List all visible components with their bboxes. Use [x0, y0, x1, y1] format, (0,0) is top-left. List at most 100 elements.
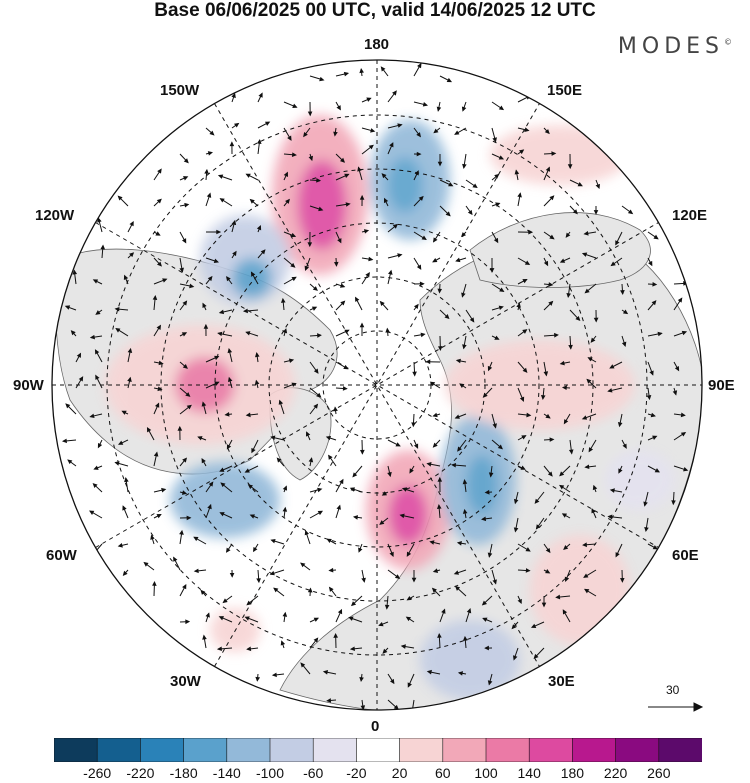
wind-vector-head	[333, 261, 339, 267]
wind-vector-head	[304, 265, 310, 271]
wind-vector-head	[394, 574, 401, 580]
wind-vector-head	[493, 237, 499, 244]
wind-vector-head	[337, 608, 343, 615]
wind-vector-head	[229, 573, 235, 578]
wind-vector-head	[185, 392, 191, 397]
wind-vector-head	[432, 257, 438, 263]
wind-vector-head	[591, 508, 596, 514]
wind-vector-head	[251, 447, 256, 454]
wind-vector-head	[292, 103, 298, 108]
wind-vector-head	[303, 132, 308, 138]
wind-vector-head	[352, 515, 358, 520]
wind-vector-head	[185, 619, 191, 625]
wind-vector-head	[97, 443, 103, 449]
wind-vector-head	[426, 462, 432, 467]
wind-vector-head	[555, 594, 561, 600]
wind-vector-head	[129, 252, 135, 258]
wind-vector-head	[366, 97, 372, 102]
wind-vector-head	[317, 510, 323, 516]
wind-vector-head	[317, 333, 322, 338]
wind-vector-head	[520, 465, 526, 470]
wind-vector-head	[78, 376, 84, 382]
wind-vector-head	[395, 442, 401, 447]
wind-vector-head	[432, 412, 438, 418]
wind-vector-head	[218, 309, 225, 315]
wind-vector-head	[183, 158, 189, 164]
wind-vector-head	[208, 481, 214, 487]
wind-vector-head	[559, 360, 565, 366]
wind-vector-head	[65, 403, 71, 409]
colorbar-tick-label: -220	[126, 765, 155, 781]
wind-vector-head	[609, 488, 615, 493]
wind-vector-head	[249, 198, 255, 204]
wind-vector-head	[650, 412, 656, 418]
wind-vector-head	[494, 173, 500, 179]
lon-label-150e: 150E	[547, 82, 583, 99]
wind-vector-head	[416, 264, 422, 270]
wind-vector-head	[283, 171, 289, 177]
wind-vector-head	[524, 127, 530, 132]
wind-vector-head	[193, 568, 199, 574]
wind-vector-head	[276, 457, 282, 463]
wind-vector-head	[379, 300, 385, 306]
wind-vector-head	[648, 260, 653, 267]
wind-vector-head	[559, 471, 565, 477]
wind-vector-head	[521, 435, 527, 440]
wind-vector-head	[339, 478, 344, 485]
wind-vector-head	[401, 487, 408, 492]
wind-vector-head	[122, 570, 128, 576]
wind-vector-head	[421, 235, 427, 241]
wind-vector-head	[244, 616, 250, 621]
wind-vector-head	[384, 604, 390, 610]
wind-vector-head	[488, 472, 494, 478]
wind-vector-head	[674, 365, 680, 372]
wind-vector-head	[431, 587, 437, 593]
wind-vector-head	[533, 653, 539, 659]
wind-vector-head	[607, 388, 613, 393]
wind-vector-head	[416, 151, 422, 157]
wind-vector-head	[254, 379, 260, 385]
wind-vector-head	[457, 671, 464, 676]
wind-vector-head	[307, 587, 313, 593]
lon-label-60w: 60W	[46, 547, 77, 564]
map-title: Base 06/06/2025 00 UTC, valid 14/06/2025…	[154, 0, 596, 21]
wind-vector-head	[461, 292, 466, 298]
wind-vector-head	[620, 290, 625, 296]
wind-vector-head	[121, 410, 127, 415]
wind-vector-head	[92, 482, 98, 489]
wind-vector-head	[513, 527, 519, 533]
wind-vector-head	[627, 209, 634, 215]
wind-vector-head	[681, 330, 688, 336]
wind-vector-head	[127, 376, 132, 382]
wind-vector-head	[152, 580, 157, 586]
wind-vector-head	[232, 250, 237, 257]
wind-vector-head	[64, 305, 71, 310]
wind-vector-head	[219, 198, 225, 203]
wind-vector-head	[387, 471, 392, 478]
lon-label-90w: 90W	[13, 377, 44, 394]
wind-vector-head	[524, 260, 531, 265]
wind-vector-head	[492, 579, 497, 585]
anomaly-neg-4-core	[466, 455, 498, 515]
wind-vector-head	[156, 261, 162, 267]
wind-vector-head	[231, 219, 237, 226]
wind-vector-head	[255, 676, 261, 682]
wind-vector-head	[225, 276, 231, 282]
wind-vector-head	[290, 232, 297, 238]
wind-vector-head	[567, 164, 573, 170]
wind-vector-head	[643, 501, 648, 507]
wind-vector-head	[462, 344, 467, 350]
reference-arrow	[648, 702, 704, 712]
wind-vector-head	[245, 173, 251, 178]
wind-vector-head	[181, 332, 188, 337]
wind-vector-head	[548, 300, 554, 306]
wind-vector-head	[322, 670, 329, 675]
wind-vector-head	[214, 381, 220, 386]
wind-vector-head	[407, 682, 412, 688]
wind-vector-head	[216, 229, 222, 235]
wind-vector-head	[219, 512, 225, 517]
wind-vector-head	[540, 395, 546, 401]
wind-vector-head	[246, 600, 252, 606]
wind-vector-head	[161, 487, 167, 493]
wind-vector-head	[494, 335, 500, 340]
